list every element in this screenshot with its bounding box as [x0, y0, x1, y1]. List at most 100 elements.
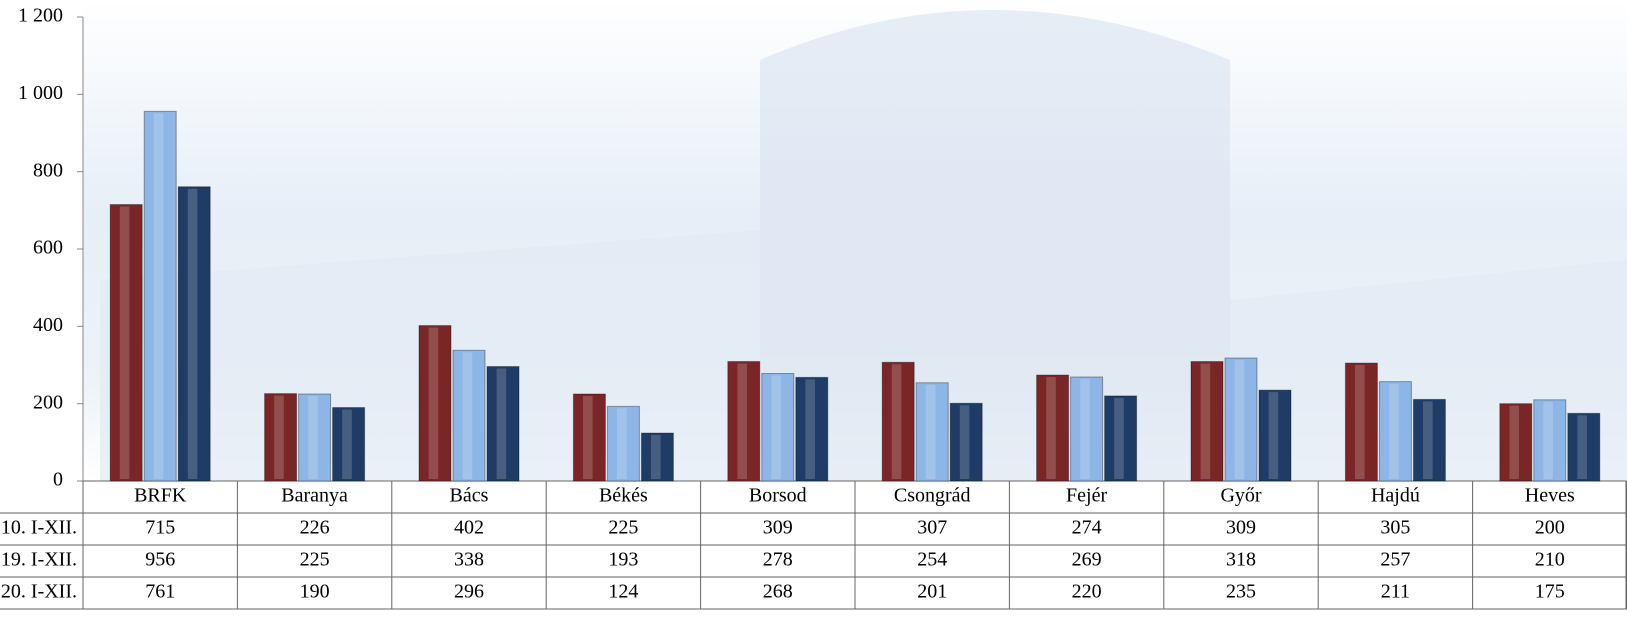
bar-highlight	[583, 396, 593, 479]
bar	[795, 376, 829, 482]
table-cell: 278	[763, 549, 793, 571]
background-building	[760, 10, 1230, 481]
bar-highlight	[891, 364, 902, 479]
bar	[761, 373, 795, 482]
bar	[572, 393, 606, 482]
table-cell: 190	[300, 581, 330, 603]
table-cell: 124	[608, 581, 638, 603]
table-cell: 338	[454, 549, 484, 571]
table-cell: 269	[1072, 549, 1102, 571]
bar	[1070, 376, 1104, 482]
bar-highlight	[737, 363, 747, 479]
legend-label: 10. I-XII.	[1, 517, 77, 539]
bar-highlight	[1114, 397, 1124, 479]
bar	[1499, 403, 1533, 482]
bar-highlight	[153, 113, 164, 479]
table-cell: 210	[1535, 549, 1565, 571]
bar-highlight	[308, 396, 318, 479]
bar-highlight	[1389, 383, 1399, 479]
bar	[264, 393, 298, 482]
bar	[298, 393, 332, 482]
table-cell: 175	[1535, 581, 1565, 603]
bar	[452, 349, 486, 482]
table-cell: 201	[917, 581, 947, 603]
x-tick-label: Borsod	[749, 485, 807, 507]
bar-highlight	[1423, 401, 1433, 479]
bar-highlight	[1046, 377, 1056, 479]
bar-highlight	[119, 206, 130, 480]
bar	[1567, 412, 1601, 482]
bar-highlight	[342, 409, 352, 479]
bar	[1190, 361, 1224, 482]
x-tick-label: BRFK	[134, 485, 187, 507]
bar-highlight	[462, 352, 473, 479]
bar	[177, 186, 211, 482]
x-tick-label: Békés	[599, 485, 648, 507]
table-cell: 318	[1226, 549, 1256, 571]
bar-highlight	[496, 368, 507, 479]
table-cell: 225	[608, 517, 638, 539]
table-cell: 235	[1226, 581, 1256, 603]
x-tick-label: Győr	[1220, 485, 1261, 507]
bar	[418, 325, 452, 482]
table-cell: 715	[145, 517, 175, 539]
y-tick-label: 200	[33, 391, 63, 413]
bar	[109, 204, 143, 482]
x-tick-label: Csongrád	[894, 485, 971, 507]
bar	[1104, 395, 1138, 482]
table-cell: 254	[917, 549, 947, 571]
bar-highlight	[959, 405, 970, 479]
bar	[143, 110, 177, 482]
bar	[1258, 389, 1292, 482]
table-cell: 211	[1381, 581, 1410, 603]
bar-highlight	[428, 327, 439, 479]
x-tick-label: Bács	[450, 485, 489, 507]
bar-highlight	[1355, 365, 1365, 479]
bar	[727, 361, 761, 482]
bar-highlight	[617, 408, 627, 479]
legend-label: 20. I-XII.	[1, 581, 77, 603]
x-tick-label: Baranya	[281, 485, 348, 507]
bar-highlight	[1509, 405, 1519, 479]
bar	[640, 432, 674, 482]
table-cell: 193	[608, 549, 638, 571]
table-cell: 761	[145, 581, 175, 603]
table-cell: 309	[1226, 517, 1256, 539]
table-cell: 402	[454, 517, 484, 539]
x-tick-label: Heves	[1525, 485, 1575, 507]
bar-highlight	[1543, 401, 1553, 479]
table-cell: 274	[1072, 517, 1102, 539]
table-cell: 200	[1535, 517, 1565, 539]
y-tick-label: 1 000	[18, 82, 63, 104]
bar	[1533, 399, 1567, 482]
y-tick-label: 600	[33, 237, 63, 259]
bar-highlight	[651, 435, 661, 479]
bar	[1036, 374, 1070, 482]
bar	[1378, 381, 1412, 482]
x-tick-label: Hajdú	[1371, 485, 1420, 507]
table-cell: 226	[300, 517, 330, 539]
bar-highlight	[187, 188, 198, 479]
bar-highlight	[1577, 415, 1587, 479]
bar-highlight	[1080, 378, 1090, 479]
bar-highlight	[1200, 363, 1211, 479]
bar-highlight	[1234, 360, 1245, 479]
bar	[606, 405, 640, 482]
bar	[881, 361, 915, 482]
y-tick-label: 1 200	[18, 5, 63, 27]
legend-label: 19. I-XII.	[1, 549, 77, 571]
table-cell: 309	[763, 517, 793, 539]
y-tick-label: 0	[53, 469, 63, 491]
bar-highlight	[805, 379, 815, 479]
table-cell: 268	[763, 581, 793, 603]
bar-highlight	[925, 384, 936, 479]
table-cell: 220	[1072, 581, 1102, 603]
table-cell: 257	[1380, 549, 1410, 571]
bar	[949, 402, 983, 482]
bar	[332, 407, 366, 482]
bar-highlight	[1268, 392, 1279, 479]
bar	[1224, 357, 1258, 482]
table-cell: 225	[300, 549, 330, 571]
